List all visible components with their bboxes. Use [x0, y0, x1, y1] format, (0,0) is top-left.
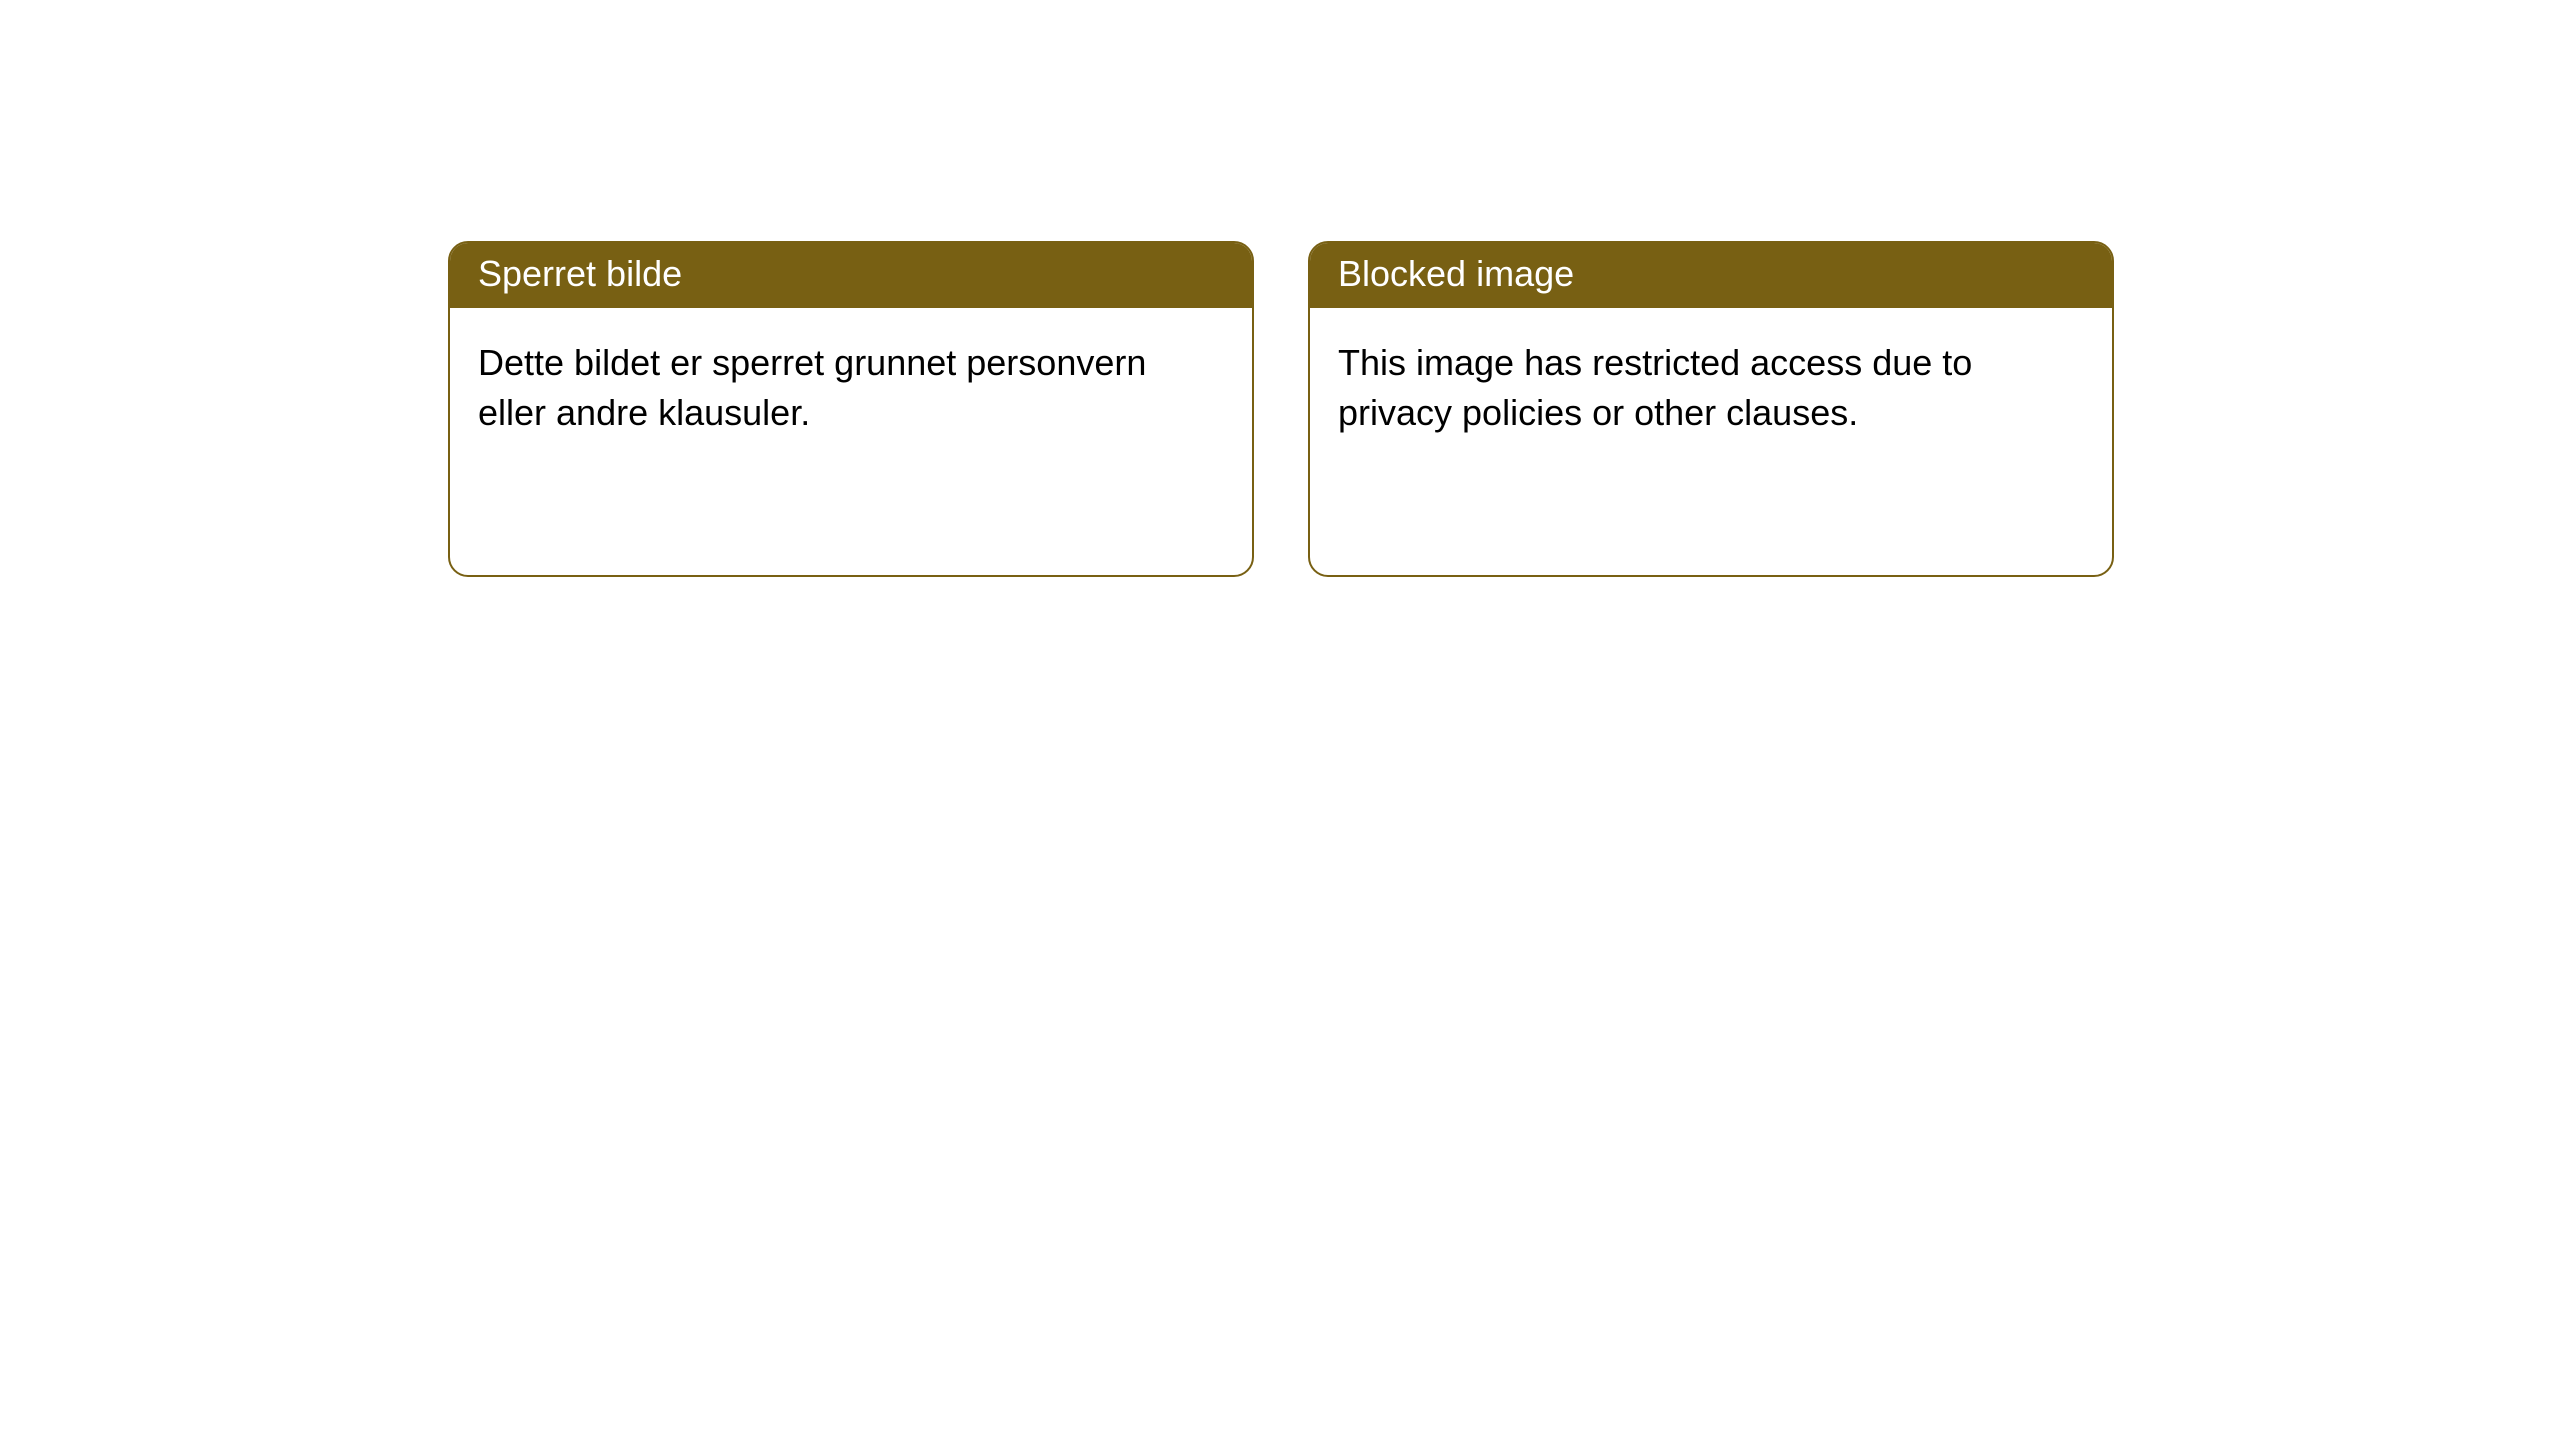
cards-container: Sperret bilde Dette bildet er sperret gr… — [0, 0, 2560, 577]
card-header: Sperret bilde — [450, 243, 1252, 308]
blocked-image-card-en: Blocked image This image has restricted … — [1308, 241, 2114, 577]
card-body: Dette bildet er sperret grunnet personve… — [450, 308, 1252, 469]
card-title: Sperret bilde — [478, 253, 682, 294]
card-header: Blocked image — [1310, 243, 2112, 308]
card-title: Blocked image — [1338, 253, 1574, 294]
card-message: Dette bildet er sperret grunnet personve… — [478, 342, 1146, 433]
blocked-image-card-no: Sperret bilde Dette bildet er sperret gr… — [448, 241, 1254, 577]
card-body: This image has restricted access due to … — [1310, 308, 2112, 469]
card-message: This image has restricted access due to … — [1338, 342, 1972, 433]
